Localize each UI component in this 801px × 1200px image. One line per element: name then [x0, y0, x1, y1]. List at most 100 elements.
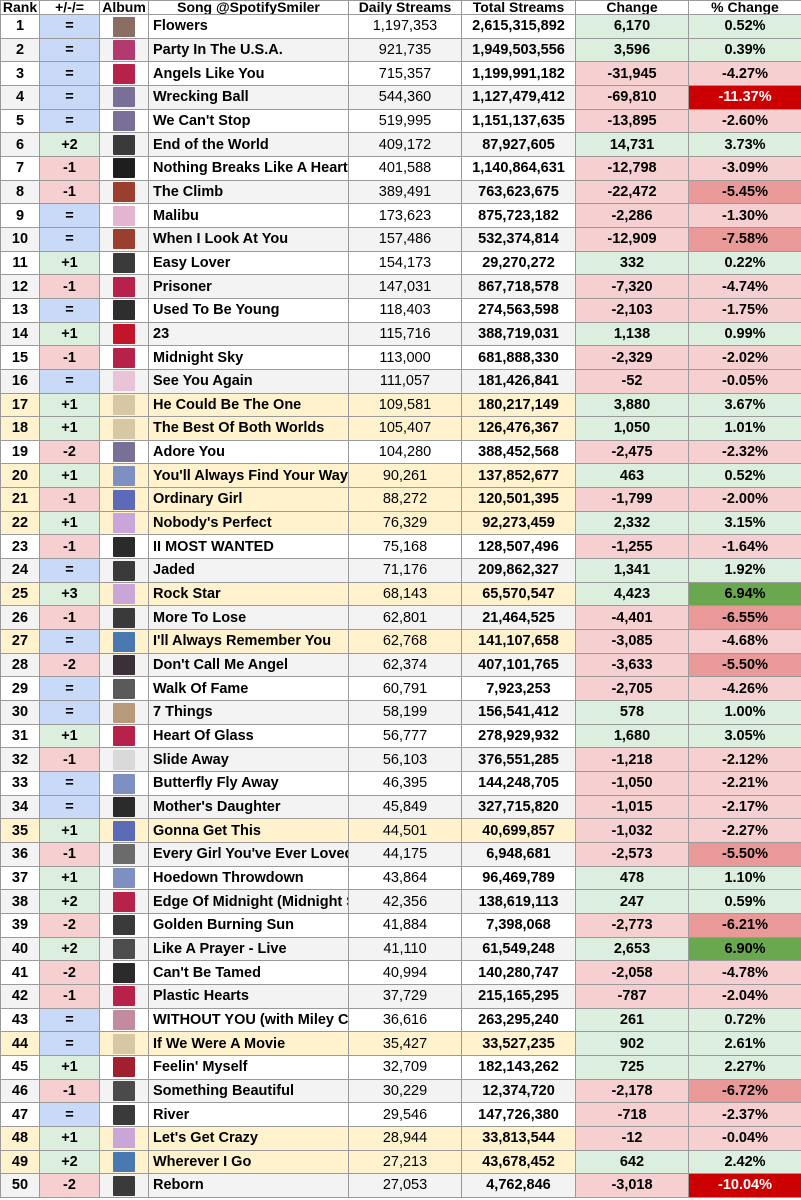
pct-change-cell: -5.50%	[688, 652, 801, 678]
movement-cell: +1	[39, 865, 100, 891]
total-streams-cell: 144,248,705	[461, 771, 576, 796]
daily-streams-cell: 35,427	[348, 1031, 462, 1056]
total-streams-cell: 263,295,240	[461, 1007, 576, 1033]
pct-change-cell: -4.27%	[688, 61, 801, 86]
rank-cell: 3	[0, 61, 40, 86]
pct-change-cell: -6.55%	[688, 605, 801, 631]
movement-cell: -1	[39, 983, 100, 1009]
album-cell	[99, 37, 149, 63]
header-total-streams[interactable]: Total Streams	[461, 0, 576, 15]
daily-streams-cell: 62,768	[348, 629, 462, 654]
table-row: 32 -1 Slide Away 56,103 376,551,285 -1,218 -2.…	[0, 747, 801, 772]
daily-streams-cell: 62,801	[348, 605, 462, 631]
header-change[interactable]: Change	[575, 0, 689, 15]
endless-summer-cover-icon	[113, 607, 135, 628]
pct-change-cell: -6.21%	[688, 912, 801, 938]
pct-change-cell: -2.60%	[688, 108, 801, 134]
pct-change-cell: 3.67%	[688, 392, 801, 418]
pct-change-cell: -11.37%	[688, 84, 801, 110]
header-rank[interactable]: Rank	[0, 0, 40, 15]
total-streams-cell: 147,726,380	[461, 1102, 576, 1127]
total-streams-cell: 215,165,295	[461, 983, 576, 1009]
change-cell: 3,596	[575, 37, 689, 63]
header-move[interactable]: +/-/=	[39, 0, 100, 15]
album-cell	[99, 889, 149, 914]
table-row: 8 -1 The Climb 389,491 763,623,675 -22,472 -5.…	[0, 179, 801, 205]
daily-streams-cell: 76,329	[348, 510, 462, 536]
hannah-montana-movie-cover-icon	[113, 773, 135, 794]
daily-streams-cell: 29,546	[348, 1102, 462, 1127]
change-cell: -2,475	[575, 439, 689, 465]
pct-change-cell: 0.99%	[688, 321, 801, 347]
rank-cell: 46	[0, 1078, 40, 1104]
album-cell	[99, 1102, 149, 1127]
daily-streams-cell: 90,261	[348, 463, 462, 489]
header-row: Rank +/-/= Album Song @SpotifySmiler Dai…	[0, 0, 801, 15]
table-row: 26 -1 More To Lose 62,801 21,464,525 -4,401 -6…	[0, 605, 801, 631]
daily-streams-cell: 88,272	[348, 487, 462, 512]
change-cell: 478	[575, 865, 689, 891]
pct-change-cell: 6.90%	[688, 936, 801, 962]
total-streams-cell: 92,273,459	[461, 510, 576, 536]
rank-cell: 38	[0, 889, 40, 914]
change-cell: -1,015	[575, 794, 689, 820]
every-girl-cover-icon	[113, 844, 135, 865]
pct-change-cell: 3.15%	[688, 510, 801, 536]
change-cell: 1,680	[575, 723, 689, 749]
movement-cell: =	[39, 108, 100, 134]
movement-cell: =	[39, 37, 100, 63]
rank-cell: 4	[0, 84, 40, 110]
album-cell	[99, 960, 149, 985]
header-daily-streams[interactable]: Daily Streams	[348, 0, 462, 15]
hannah-montana-cover-icon	[113, 1033, 135, 1054]
song-title-cell: Easy Lover	[148, 250, 349, 276]
song-title-cell: Flowers	[148, 14, 349, 39]
daily-streams-cell: 154,173	[348, 250, 462, 276]
change-cell: -1,050	[575, 771, 689, 796]
change-cell: -2,286	[575, 203, 689, 228]
rank-cell: 28	[0, 652, 40, 678]
movement-cell: +1	[39, 392, 100, 418]
total-streams-cell: 274,563,598	[461, 297, 576, 323]
table-row: 42 -1 Plastic Hearts 37,729 215,165,295 -787-…	[0, 983, 801, 1009]
song-title-cell: Gonna Get This	[148, 818, 349, 843]
movement-cell: +1	[39, 818, 100, 843]
movement-cell: +2	[39, 889, 100, 914]
header-album[interactable]: Album	[99, 0, 149, 15]
song-title-cell: Every Girl You've Ever Loved	[148, 841, 349, 867]
change-cell: -1,032	[575, 818, 689, 843]
header-pct-change[interactable]: % Change	[688, 0, 801, 15]
rank-cell: 25	[0, 581, 40, 607]
hannah-montana-cover-icon	[113, 418, 135, 439]
header-song[interactable]: Song @SpotifySmiler	[148, 0, 349, 15]
rank-cell: 10	[0, 226, 40, 252]
change-cell: -4,401	[575, 605, 689, 631]
table-row: 25 +3 Rock Star 68,143 65,570,547 4,423 6.94%	[0, 581, 801, 607]
plastic-hearts-cover-icon	[113, 986, 135, 1007]
daily-streams-cell: 389,491	[348, 179, 462, 205]
change-cell: -69,810	[575, 84, 689, 110]
table-row: 50 -2 Reborn 27,053 4,762,846 -3,018 -10.04%	[0, 1173, 801, 1198]
change-cell: -3,633	[575, 652, 689, 678]
total-streams-cell: 181,426,841	[461, 368, 576, 394]
change-cell: 2,332	[575, 510, 689, 536]
change-cell: -2,058	[575, 960, 689, 985]
daily-streams-cell: 28,944	[348, 1125, 462, 1151]
table-row: 36 -1 Every Girl You've Ever Loved 44,175 6,…	[0, 841, 801, 867]
hannah-montana-2-cover-icon	[113, 1128, 135, 1149]
song-title-cell: When I Look At You	[148, 226, 349, 252]
album-cell	[99, 321, 149, 347]
table-row: 47 = River 29,546 147,726,380 -718 -2.37%	[0, 1102, 801, 1127]
table-row: 9 = Malibu 173,623 875,723,182 -2,286 -1.30%	[0, 203, 801, 228]
album-cell	[99, 250, 149, 276]
bangerz-cover-icon	[113, 87, 135, 108]
album-cell	[99, 108, 149, 134]
rank-cell: 22	[0, 510, 40, 536]
daily-streams-cell: 40,994	[348, 960, 462, 985]
song-title-cell: Like A Prayer - Live	[148, 936, 349, 962]
cant-be-tamed-cover-icon	[113, 962, 135, 983]
rank-cell: 17	[0, 392, 40, 418]
total-streams-cell: 532,374,814	[461, 226, 576, 252]
album-cell	[99, 1054, 149, 1080]
cowboy-carter-cover-icon	[113, 536, 135, 557]
